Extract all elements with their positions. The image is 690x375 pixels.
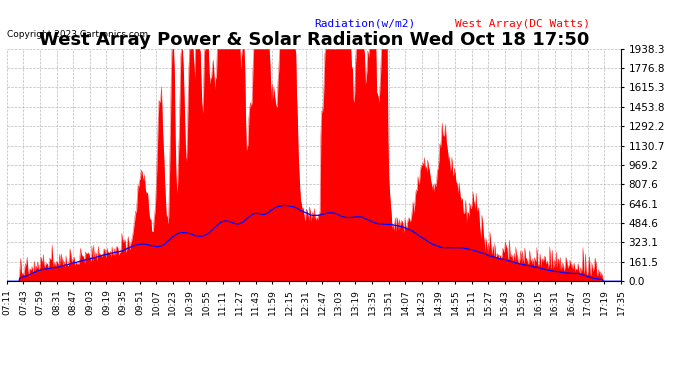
Text: Radiation(w/m2): Radiation(w/m2) <box>314 19 415 29</box>
Title: West Array Power & Solar Radiation Wed Oct 18 17:50: West Array Power & Solar Radiation Wed O… <box>39 31 589 49</box>
Text: West Array(DC Watts): West Array(DC Watts) <box>455 19 590 29</box>
Text: Copyright 2023 Cartronics.com: Copyright 2023 Cartronics.com <box>7 30 148 39</box>
